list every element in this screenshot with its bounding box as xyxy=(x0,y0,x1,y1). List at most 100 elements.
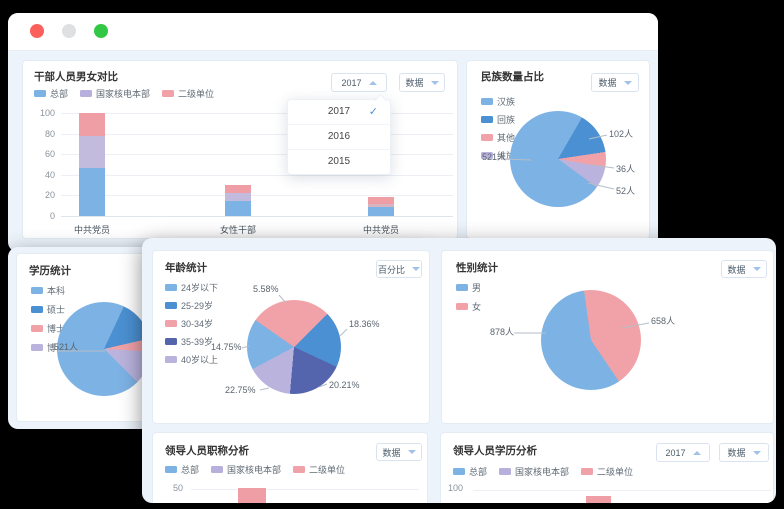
legend-chip-icon xyxy=(165,302,177,309)
legend-item-guojia[interactable]: 国家核电本部 xyxy=(80,87,150,100)
close-button-icon[interactable] xyxy=(30,24,44,38)
legend-item-guojia[interactable]: 国家核电本部 xyxy=(499,465,569,478)
year-select-value: 2017 xyxy=(665,447,686,458)
pie-label-30-34: 5.58% xyxy=(253,284,279,294)
chevron-down-icon xyxy=(752,450,761,455)
x-category: 女性干部 xyxy=(219,225,256,235)
legend-chip-icon xyxy=(456,284,468,291)
card-ethnic: 民族数量占比 数据 汉族 回族 其他 维族 521人 102人 36人 52人 xyxy=(466,60,650,239)
ethnic-pie-chart xyxy=(510,111,606,207)
legend-item-zongbu[interactable]: 总部 xyxy=(165,463,199,476)
data-select[interactable]: 数据 xyxy=(719,443,769,462)
card-age-title: 年龄统计 xyxy=(165,262,207,274)
bar-seg-zongbu xyxy=(368,206,394,216)
legend-item-female[interactable]: 女 xyxy=(456,300,481,313)
legend-label: 24岁以下 xyxy=(181,283,219,293)
x-category: 中共党员 xyxy=(362,225,399,235)
legend-item-zongbu[interactable]: 总部 xyxy=(453,465,487,478)
year-select[interactable]: 2017 xyxy=(656,443,710,462)
year-select[interactable]: 2017 xyxy=(331,73,387,92)
bar-group-2 xyxy=(225,113,251,216)
window-main: 干部人员男女对比 2017 数据 总部 国家核电本部 二级单位 xyxy=(8,13,658,252)
legend-chip-icon xyxy=(481,116,493,123)
bar-seg-zongbu xyxy=(225,200,251,216)
pie-label-male: 878人 xyxy=(490,327,515,337)
age-pie-chart xyxy=(247,300,341,394)
legend-item-25-29[interactable]: 25-29岁 xyxy=(165,299,218,312)
legend-label: 25-29岁 xyxy=(181,301,214,311)
legend-chip-icon xyxy=(211,466,224,473)
legend-label: 本科 xyxy=(47,286,66,296)
pie-label-qita: 36人 xyxy=(616,164,636,174)
y-tick: 100 xyxy=(447,483,463,493)
bar-seg-erji xyxy=(225,185,251,194)
legend-label: 二级单位 xyxy=(597,467,634,477)
check-icon: ✓ xyxy=(368,106,378,118)
bar-seg-guojia xyxy=(368,203,394,207)
legend-item-weizu[interactable]: 维族 xyxy=(481,149,515,162)
legend-chip-icon xyxy=(165,466,177,473)
legend-label: 总部 xyxy=(181,465,200,475)
legend-item-qita[interactable]: 其他 xyxy=(481,131,515,144)
card-edu-analysis-title: 领导人员学历分析 xyxy=(453,445,537,457)
pie-label-benke: 521人 xyxy=(54,342,79,352)
legend-label: 博士 xyxy=(47,324,66,334)
chevron-down-icon xyxy=(430,80,439,85)
y-tick: 100 xyxy=(39,108,55,118)
legend-chip-icon xyxy=(165,320,177,327)
legend-item-huizu[interactable]: 回族 xyxy=(481,113,515,126)
legend-item-boshi[interactable]: 博士 xyxy=(31,322,74,335)
legend-item-under24[interactable]: 24岁以下 xyxy=(165,281,218,294)
legend-chip-icon xyxy=(481,134,493,141)
bar-chart-plot xyxy=(61,113,453,217)
card-sex-title: 性别统计 xyxy=(456,262,498,274)
maximize-button-icon[interactable] xyxy=(94,24,108,38)
legend-item-hanzu[interactable]: 汉族 xyxy=(481,95,515,108)
legend-item-over40[interactable]: 40岁以上 xyxy=(165,353,218,366)
legend-chip-icon xyxy=(293,466,306,473)
dropdown-option-2016[interactable]: 2016 xyxy=(288,125,390,150)
year-select-value: 2017 xyxy=(341,77,362,88)
gridline xyxy=(61,195,453,196)
legend-chip-icon xyxy=(499,468,512,475)
legend-item-35-39[interactable]: 35-39岁 xyxy=(165,335,218,348)
data-select[interactable]: 数据 xyxy=(591,73,639,92)
legend-label: 30-34岁 xyxy=(181,319,214,329)
data-select[interactable]: 数据 xyxy=(376,443,422,461)
legend-chip-icon xyxy=(481,98,493,105)
legend-item-erji[interactable]: 二级单位 xyxy=(162,87,214,100)
percent-select-value: 百分比 xyxy=(377,264,405,275)
legend-label: 总部 xyxy=(469,467,488,477)
education-pie-chart xyxy=(57,302,151,396)
legend-chip-icon xyxy=(31,325,43,332)
legend-item-shuoshi[interactable]: 硕士 xyxy=(31,303,74,316)
data-select-value: 数据 xyxy=(598,78,617,88)
chevron-up-icon xyxy=(692,450,701,455)
gridline xyxy=(61,154,453,155)
legend-item-benke[interactable]: 本科 xyxy=(31,284,74,297)
card-gender-compare-title: 干部人员男女对比 xyxy=(34,71,118,83)
data-select[interactable]: 数据 xyxy=(721,260,767,278)
bar-seg-erji xyxy=(79,113,105,136)
dropdown-option-2017[interactable]: 2017 ✓ xyxy=(288,100,390,125)
bar-seg-erji xyxy=(238,488,266,503)
y-tick: 60 xyxy=(44,149,55,159)
legend-item-30-34[interactable]: 30-34岁 xyxy=(165,317,218,330)
gridline xyxy=(61,175,453,176)
x-category: 中共党员 xyxy=(73,225,110,235)
gridline xyxy=(61,216,453,217)
legend-item-male[interactable]: 男 xyxy=(456,281,481,294)
legend-gender-compare: 总部 国家核电本部 二级单位 xyxy=(34,87,214,100)
data-select[interactable]: 数据 xyxy=(399,73,445,92)
data-select-value: 数据 xyxy=(727,448,746,458)
legend-item-zongbu[interactable]: 总部 xyxy=(34,87,68,100)
legend-item-erji[interactable]: 二级单位 xyxy=(581,465,633,478)
legend-item-guojia[interactable]: 国家核电本部 xyxy=(211,463,281,476)
legend-item-erji[interactable]: 二级单位 xyxy=(293,463,345,476)
pie-label-35-39: 20.21% xyxy=(329,380,360,390)
bar-group-3 xyxy=(368,113,394,216)
minimize-button-icon[interactable] xyxy=(62,24,76,38)
dropdown-option-2015[interactable]: 2015 xyxy=(288,150,390,174)
percent-select[interactable]: 百分比 xyxy=(376,260,422,278)
legend-label: 汉族 xyxy=(497,97,516,107)
